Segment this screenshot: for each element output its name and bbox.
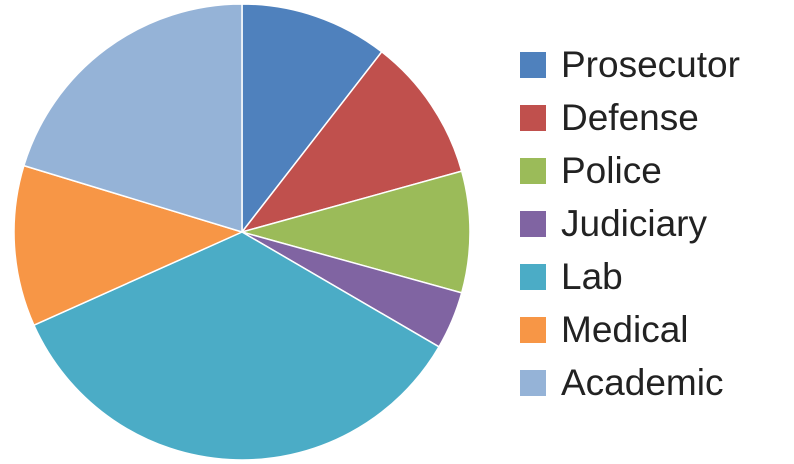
legend-swatch-prosecutor bbox=[520, 51, 546, 78]
legend-swatch-judiciary bbox=[520, 210, 546, 237]
legend-swatch-academic bbox=[520, 369, 546, 396]
legend-swatch-defense bbox=[520, 104, 546, 131]
legend-label-prosecutor: Prosecutor bbox=[561, 44, 740, 85]
legend-swatch-medical bbox=[520, 316, 546, 343]
pie-slice-defense bbox=[241, 51, 463, 233]
legend-item-police: Police bbox=[520, 144, 740, 197]
legend-label-academic: Academic bbox=[561, 362, 724, 403]
legend-label-police: Police bbox=[561, 150, 662, 191]
pie-slice-prosecutor bbox=[241, 3, 383, 233]
legend-label-medical: Medical bbox=[561, 309, 689, 350]
legend-item-judiciary: Judiciary bbox=[520, 197, 740, 250]
legend-label-lab: Lab bbox=[561, 256, 623, 297]
pie-slice-medical bbox=[13, 164, 243, 326]
legend-item-lab: Lab bbox=[520, 250, 740, 303]
legend-item-academic: Academic bbox=[520, 356, 740, 409]
legend-swatch-lab bbox=[520, 263, 546, 290]
pie-slice-academic bbox=[23, 3, 243, 233]
legend: Prosecutor Defense Police Judiciary Lab Medic… bbox=[520, 38, 740, 409]
pie-slice-lab bbox=[33, 231, 440, 461]
legend-label-judiciary: Judiciary bbox=[561, 203, 707, 244]
pie-slice-police bbox=[241, 170, 471, 294]
legend-item-prosecutor: Prosecutor bbox=[520, 38, 740, 91]
legend-item-medical: Medical bbox=[520, 303, 740, 356]
legend-item-defense: Defense bbox=[520, 91, 740, 144]
pie-plot-area bbox=[13, 3, 471, 461]
legend-label-defense: Defense bbox=[561, 97, 699, 138]
legend-swatch-police bbox=[520, 157, 546, 184]
